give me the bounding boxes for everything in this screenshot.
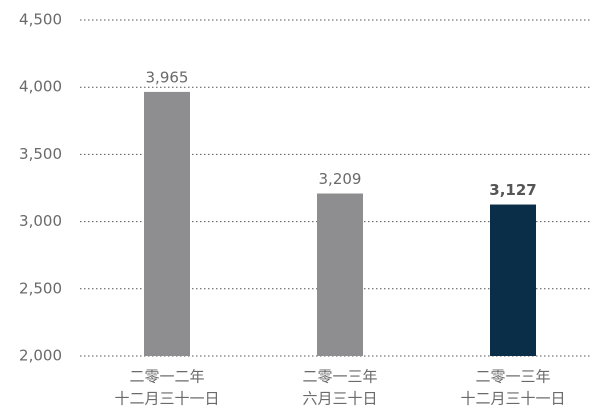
y-tick-label: 4,000	[19, 78, 62, 96]
y-tick-label: 3,500	[19, 145, 62, 163]
x-tick-label: 二零一二年	[129, 368, 204, 386]
x-tick-label: 六月三十日	[302, 390, 377, 408]
y-tick-label: 2,500	[19, 279, 62, 297]
x-tick-label: 十二月三十一日	[460, 390, 565, 408]
value-label: 3,127	[489, 181, 536, 199]
y-tick-label: 3,000	[19, 212, 62, 230]
y-tick-label: 2,000	[19, 347, 62, 365]
value-label: 3,965	[146, 68, 189, 86]
x-tick-label: 十二月三十一日	[114, 390, 219, 408]
bar	[317, 193, 363, 356]
bar	[144, 91, 190, 357]
x-tick-label: 二零一三年	[302, 368, 377, 386]
x-tick-label: 二零一三年	[475, 368, 550, 386]
value-label: 3,209	[319, 170, 362, 188]
y-tick-label: 4,500	[19, 11, 62, 29]
bar	[490, 204, 536, 356]
